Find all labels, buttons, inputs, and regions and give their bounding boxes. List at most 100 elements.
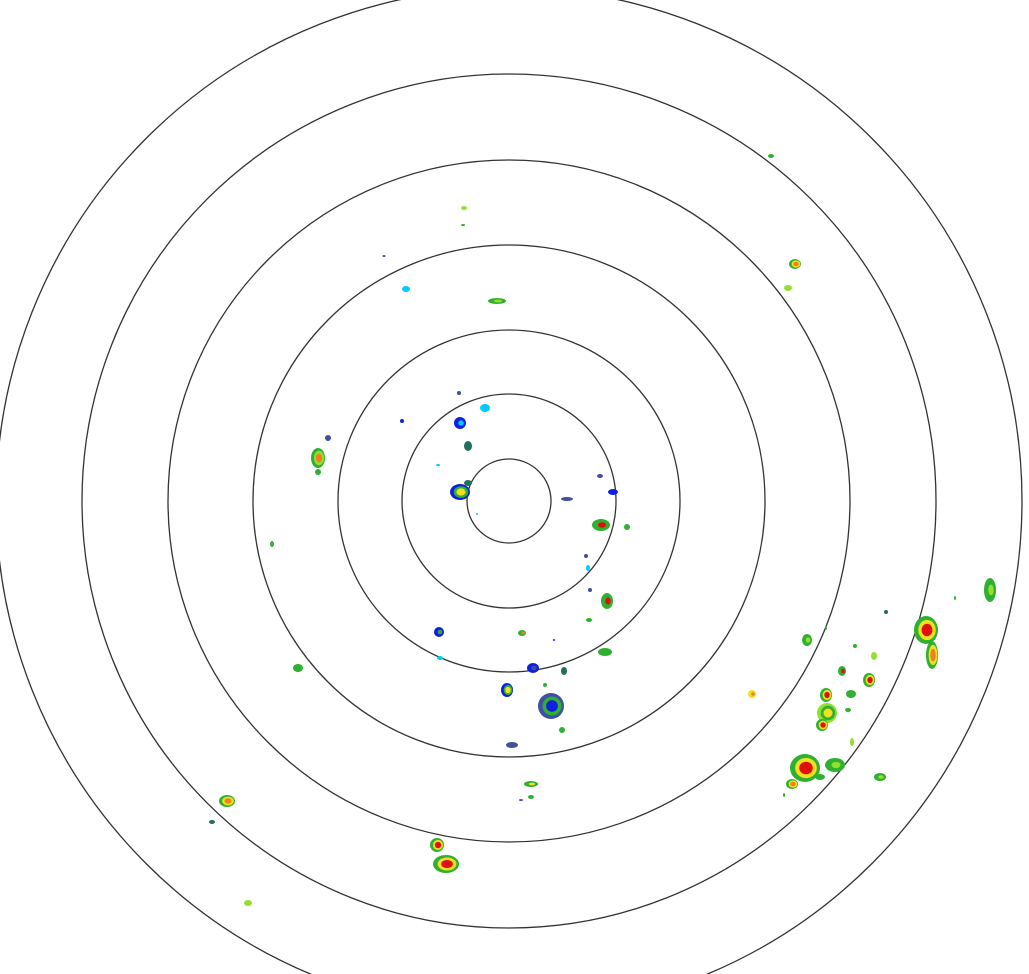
echo-green bbox=[825, 626, 827, 630]
echo-green bbox=[543, 683, 547, 687]
echo-blue bbox=[553, 639, 555, 641]
echo-cell bbox=[450, 484, 470, 500]
echo-cell bbox=[845, 708, 851, 712]
echo-cell bbox=[518, 630, 526, 636]
echo-cell bbox=[954, 596, 956, 600]
echo-green bbox=[954, 596, 956, 600]
echo-light-blue bbox=[480, 404, 490, 412]
echo-slate-blue bbox=[506, 742, 518, 748]
range-ring-1 bbox=[466, 458, 552, 544]
echo-light-blue bbox=[402, 286, 410, 292]
echo-cell bbox=[382, 255, 386, 257]
echo-light-blue bbox=[586, 565, 590, 571]
echo-green bbox=[586, 618, 592, 622]
echo-cell bbox=[768, 154, 774, 158]
echo-orange bbox=[930, 648, 936, 662]
echo-cell bbox=[270, 541, 274, 547]
echo-cell bbox=[820, 688, 832, 702]
echo-red bbox=[841, 668, 845, 674]
echo-cell bbox=[524, 781, 538, 787]
echo-cell bbox=[488, 298, 506, 304]
echo-cell bbox=[501, 683, 513, 697]
echo-cell bbox=[480, 404, 490, 412]
echo-cell bbox=[244, 900, 252, 906]
echo-cell bbox=[871, 652, 877, 660]
echo-teal bbox=[561, 667, 567, 675]
echo-cell bbox=[825, 626, 827, 630]
echo-cell bbox=[561, 667, 567, 675]
echo-light-green bbox=[244, 900, 252, 906]
echo-cell bbox=[464, 441, 472, 451]
echo-cell bbox=[315, 469, 321, 475]
echo-cell bbox=[984, 578, 996, 602]
echo-light-green bbox=[878, 775, 884, 779]
echo-red bbox=[434, 841, 442, 849]
range-ring-2 bbox=[401, 393, 617, 609]
echo-green bbox=[293, 664, 303, 672]
echo-cell bbox=[914, 616, 938, 644]
echo-cell bbox=[608, 489, 618, 495]
echo-green bbox=[853, 644, 857, 648]
echo-green bbox=[783, 793, 785, 797]
echo-yellow bbox=[505, 686, 511, 694]
echo-cell bbox=[209, 820, 215, 824]
echo-cell bbox=[476, 513, 478, 515]
echo-orange bbox=[790, 781, 796, 787]
echo-cell bbox=[784, 285, 792, 291]
echo-light-green bbox=[988, 584, 994, 596]
echo-cell bbox=[597, 474, 603, 478]
echo-cell bbox=[815, 774, 825, 780]
echo-cell bbox=[519, 799, 523, 801]
echo-slate-blue bbox=[519, 799, 523, 801]
echo-cell bbox=[790, 754, 820, 782]
echo-cell bbox=[561, 497, 573, 501]
echo-cell bbox=[402, 286, 410, 292]
echo-cell bbox=[846, 690, 856, 698]
echo-yellow bbox=[823, 708, 833, 718]
echo-red bbox=[824, 691, 830, 699]
echo-cell bbox=[325, 435, 331, 441]
echo-slate-blue bbox=[597, 474, 603, 478]
echo-green bbox=[461, 224, 465, 226]
echo-green bbox=[559, 727, 565, 733]
echo-cell bbox=[506, 742, 518, 748]
echo-light-green bbox=[784, 285, 792, 291]
echo-light-blue bbox=[436, 464, 440, 466]
echo-red bbox=[605, 597, 611, 605]
echo-cell bbox=[461, 206, 467, 210]
echo-cell bbox=[461, 224, 465, 226]
echo-slate-blue bbox=[325, 435, 331, 441]
echo-green bbox=[845, 708, 851, 712]
echo-cell bbox=[786, 779, 798, 789]
echo-cell bbox=[783, 793, 785, 797]
echo-cell bbox=[874, 773, 886, 781]
echo-slate-blue bbox=[457, 391, 461, 395]
echo-red bbox=[597, 522, 607, 528]
echo-cell bbox=[838, 666, 846, 676]
range-ring-5 bbox=[167, 159, 851, 843]
echo-cell bbox=[624, 524, 630, 530]
echo-green bbox=[846, 690, 856, 698]
echo-green bbox=[315, 469, 321, 475]
echo-blue bbox=[608, 489, 618, 495]
echo-slate-blue bbox=[588, 588, 592, 592]
echo-cell bbox=[863, 673, 875, 687]
echo-green bbox=[437, 629, 443, 635]
echo-green bbox=[598, 648, 612, 656]
echo-cell bbox=[802, 634, 812, 646]
echo-cell bbox=[588, 588, 592, 592]
echo-cell bbox=[586, 565, 590, 571]
echo-light-green bbox=[850, 738, 854, 746]
echo-cell bbox=[538, 693, 564, 719]
echo-orange bbox=[751, 692, 755, 696]
echo-slate-blue bbox=[382, 255, 386, 257]
echo-light-green bbox=[461, 206, 467, 210]
echo-cell bbox=[817, 703, 837, 723]
echo-blue bbox=[400, 419, 404, 423]
echo-cell bbox=[457, 391, 461, 395]
echo-cell bbox=[434, 627, 444, 637]
echo-green bbox=[528, 795, 534, 799]
echo-cell bbox=[219, 795, 235, 807]
